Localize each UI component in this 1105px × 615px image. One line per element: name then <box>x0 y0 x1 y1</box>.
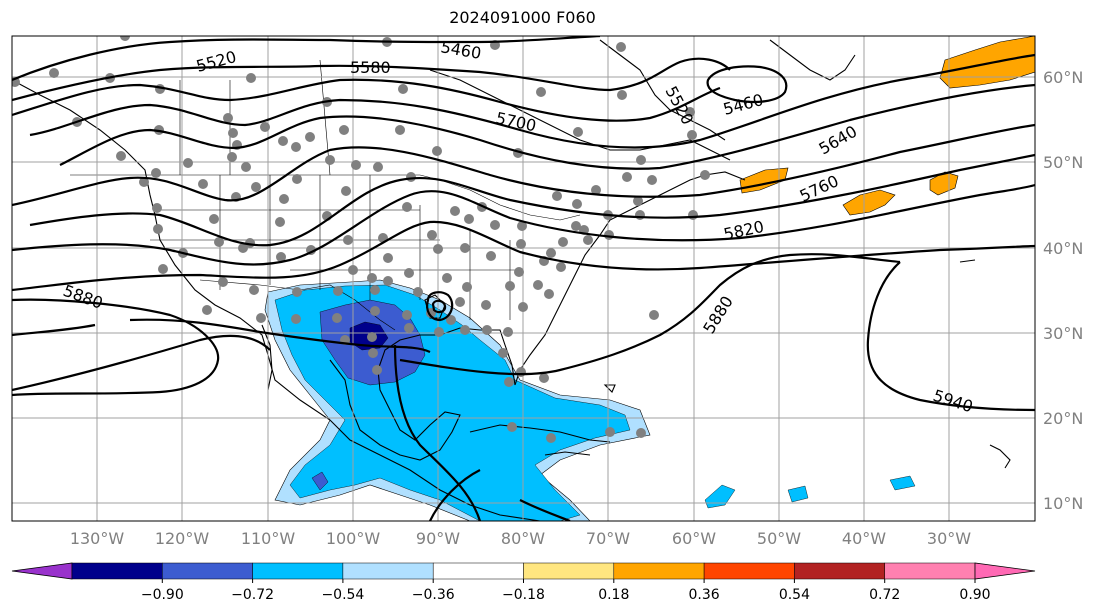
lat-label: 50°N <box>1043 153 1083 172</box>
shaded-field <box>264 36 1035 521</box>
colorbar-tick-label: 0.90 <box>959 587 990 603</box>
lon-label: 70°W <box>586 529 630 548</box>
lon-label: 30°W <box>927 529 971 548</box>
colorbar-tick-label: −0.18 <box>502 587 545 603</box>
lon-label: 80°W <box>501 529 545 548</box>
lat-label: 30°N <box>1043 324 1083 343</box>
colorbar-tick-label: 0.18 <box>598 587 629 603</box>
colorbar-tick-label: −0.54 <box>321 587 364 603</box>
lat-label: 10°N <box>1043 494 1083 513</box>
colorbar-tick-label: 0.36 <box>689 587 720 603</box>
contour-label: 5460 <box>721 90 765 119</box>
colorbar-tick-label: 0.54 <box>779 587 810 603</box>
colorbar-box <box>342 562 434 580</box>
colorbar-box <box>613 562 705 580</box>
map-frame <box>11 35 1036 522</box>
colorbar-box <box>703 562 795 580</box>
colorbar-tick-label: 0.72 <box>869 587 900 603</box>
colorbar-box <box>884 562 976 580</box>
lon-label: 130°W <box>70 529 125 548</box>
colorbar: −0.90 −0.72 −0.54 −0.36 −0.18 0.18 0.36 0.54 0.7… <box>11 562 1036 603</box>
contour-label: 5700 <box>494 108 538 135</box>
lat-label: 40°N <box>1043 239 1083 258</box>
contour-label: 5520 <box>661 83 697 128</box>
graticule <box>12 36 1035 521</box>
contour-label: 5820 <box>722 217 766 244</box>
colorbar-box <box>432 562 524 580</box>
colorbar-left-arrow <box>11 562 73 580</box>
colorbar-box <box>252 562 344 580</box>
colorbar-right-arrow <box>974 562 1036 580</box>
lon-label: 50°W <box>757 529 801 548</box>
lat-label: 20°N <box>1043 409 1083 428</box>
colorbar-tick-label: −0.90 <box>141 587 184 603</box>
contour-label: 5520 <box>194 47 238 76</box>
contour-label: 5880 <box>61 281 106 313</box>
colorbar-box <box>794 562 885 580</box>
lat-label: 60°N <box>1043 68 1083 87</box>
colorbar-box <box>71 562 163 580</box>
map-title: 2024091000 F060 <box>449 8 596 27</box>
colorbar-tick-label: −0.72 <box>231 587 274 603</box>
longitude-labels: 130°W 120°W 110°W 100°W 90°W 80°W 70°W 6… <box>70 529 971 548</box>
lon-label: 60°W <box>672 529 716 548</box>
height-contours <box>12 36 1035 521</box>
lon-label: 90°W <box>416 529 460 548</box>
lon-label: 100°W <box>326 529 381 548</box>
lon-label: 120°W <box>155 529 210 548</box>
contour-label: 5940 <box>931 386 976 417</box>
colorbar-tick-label: −0.36 <box>412 587 455 603</box>
latitude-labels: 60°N 50°N 40°N 30°N 20°N 10°N <box>1043 68 1083 513</box>
lon-label: 110°W <box>241 529 296 548</box>
contour-label: 5580 <box>350 58 391 77</box>
colorbar-box <box>523 562 615 580</box>
lon-label: 40°W <box>842 529 886 548</box>
colorbar-box <box>162 562 253 580</box>
